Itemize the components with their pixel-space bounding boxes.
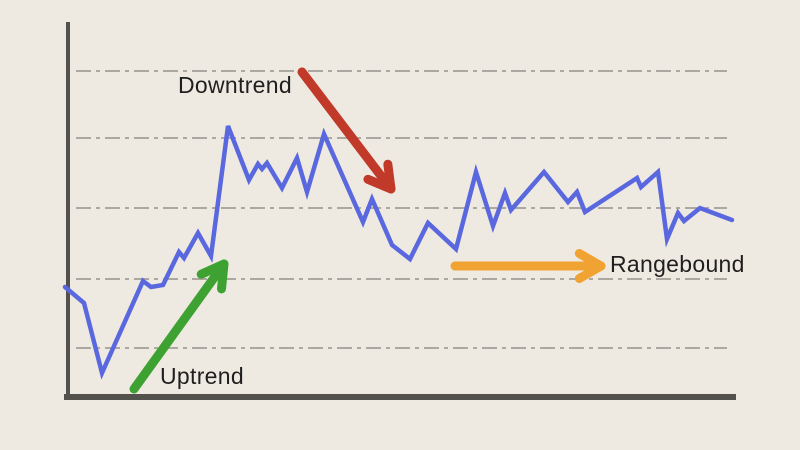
- rangebound-label: Rangebound: [610, 251, 745, 277]
- rangebound-arrow: [450, 248, 606, 284]
- price-line: [62, 125, 735, 380]
- y-axis: [66, 22, 70, 398]
- uptrend-label: Uptrend: [160, 363, 244, 389]
- x-axis: [64, 394, 736, 400]
- downtrend-label: Downtrend: [178, 72, 292, 98]
- uptrend-arrow: [129, 259, 229, 394]
- gridlines: [76, 70, 727, 349]
- downtrend-arrow: [297, 67, 396, 194]
